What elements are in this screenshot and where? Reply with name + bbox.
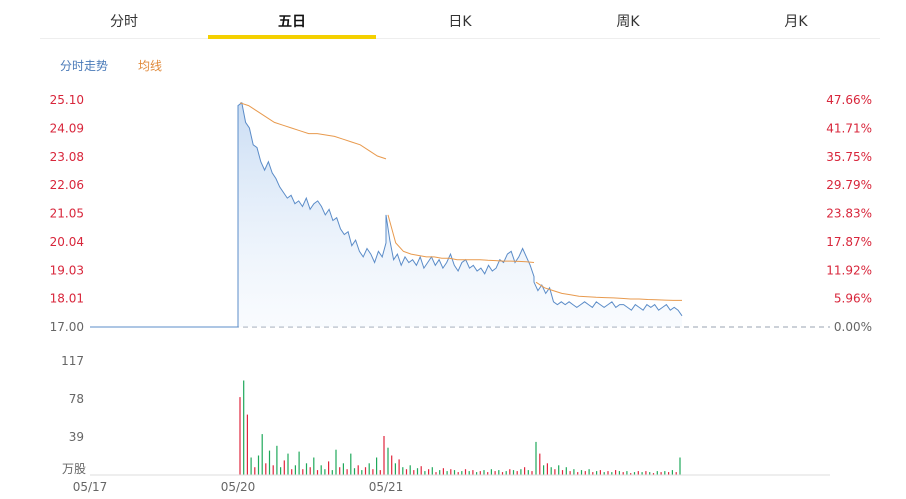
pct-tick-label: 11.92% (826, 263, 872, 277)
pct-tick-label: 17.87% (826, 235, 872, 249)
volume-unit-label: 万股 (62, 462, 86, 476)
date-label: 05/21 (369, 480, 404, 494)
pct-tick-label: 35.75% (826, 150, 872, 164)
price-line (90, 101, 683, 328)
price-tick-label: 21.05 (50, 207, 84, 221)
avg-line (387, 214, 535, 263)
price-tick-label: 22.06 (50, 178, 84, 192)
legend-avg: 均线 (138, 59, 163, 73)
avg-line (535, 281, 682, 301)
pct-tick-label: 5.96% (834, 292, 872, 306)
pct-tick-label: 23.83% (826, 207, 872, 221)
tab-3[interactable]: 周K (616, 14, 640, 30)
price-tick-label: 25.10 (50, 93, 84, 107)
price-tick-label: 18.01 (50, 292, 84, 306)
tab-1[interactable]: 五日 (208, 0, 376, 39)
pct-tick-label: 29.79% (826, 178, 872, 192)
price-tick-label: 20.04 (50, 235, 84, 249)
date-label: 05/20 (221, 480, 256, 494)
pct-tick-label: 47.66% (826, 93, 872, 107)
tab-0[interactable]: 分时 (110, 14, 138, 30)
price-tick-label: 17.00 (50, 320, 84, 334)
tab-2[interactable]: 日K (448, 14, 472, 30)
pct-tick-label: 0.00% (834, 320, 872, 334)
price-tick-label: 19.03 (50, 263, 84, 277)
chart-tabs: 分时 五日 日K 周K 月K (40, 0, 880, 39)
date-label: 05/17 (73, 480, 108, 494)
pct-tick-label: 41.71% (826, 121, 872, 135)
volume-tick-label: 39 (69, 430, 84, 444)
tab-4[interactable]: 月K (784, 14, 808, 30)
legend-trend: 分时走势 (60, 59, 109, 73)
price-tick-label: 23.08 (50, 150, 84, 164)
chart-legend: 分时走势 均线 (60, 57, 162, 74)
avg-line (239, 102, 387, 160)
volume-tick-label: 78 (69, 392, 84, 406)
volume-tick-label: 117 (61, 354, 84, 368)
price-tick-label: 24.09 (50, 121, 84, 135)
